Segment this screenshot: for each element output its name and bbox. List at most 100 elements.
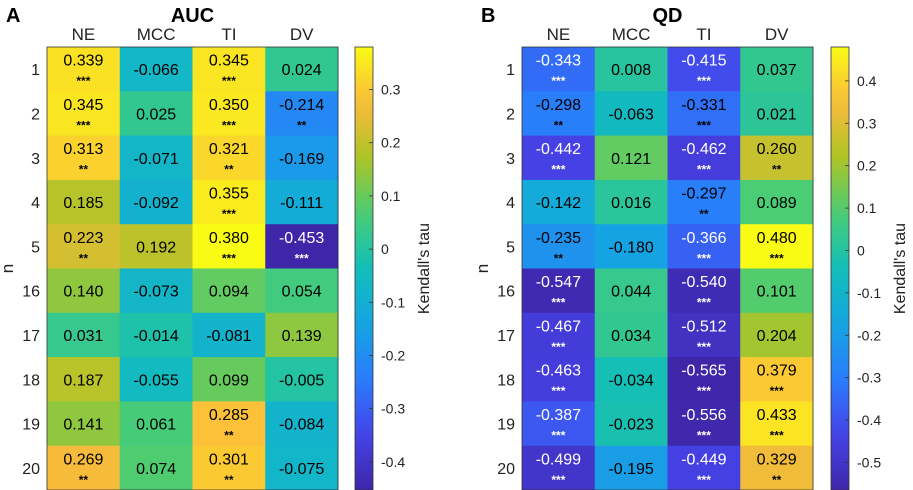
significance-label: *** — [697, 340, 711, 354]
cell-value-label: -0.366 — [681, 230, 726, 247]
heatmap-cell — [522, 445, 596, 490]
colorbar-tick-label: -0.2 — [381, 347, 405, 363]
heatmap-cell — [740, 47, 814, 92]
cell-value-label: -0.081 — [206, 328, 251, 345]
heatmap-cell — [740, 135, 814, 181]
cell-value-label: -0.034 — [608, 372, 653, 389]
row-label: 2 — [506, 106, 515, 123]
cell-value-label: 0.339 — [63, 53, 103, 70]
heatmap-cell — [667, 357, 741, 402]
cell-value-label: -0.499 — [536, 451, 581, 468]
significance-label: *** — [551, 340, 565, 354]
colorbar-tick-label: 0.2 — [381, 135, 401, 151]
colorbar-tick-label: 0.4 — [857, 73, 877, 89]
cell-value-label: -0.467 — [536, 318, 581, 335]
cell-value-label: 0.223 — [63, 230, 103, 247]
y-axis-label: n — [473, 264, 492, 273]
cell-value-label: 0.260 — [757, 141, 797, 158]
heatmap-cell — [594, 312, 668, 358]
column-label: TI — [696, 25, 711, 44]
colorbar-tick-label: 0.3 — [381, 82, 401, 98]
column-label: NE — [72, 25, 96, 44]
cell-value-label: -0.169 — [279, 151, 324, 168]
heatmap-cell — [192, 91, 266, 137]
heatmap-cell — [265, 91, 339, 137]
cell-value-label: 0.094 — [209, 284, 249, 301]
cell-value-label: 0.044 — [611, 284, 651, 301]
heatmap-cell — [522, 179, 596, 225]
cell-value-label: 0.141 — [63, 417, 103, 434]
colorbar — [830, 46, 850, 490]
cell-value-label: -0.073 — [133, 284, 178, 301]
panel-label: A — [6, 5, 20, 27]
significance-label: *** — [222, 74, 236, 88]
significance-label: ** — [79, 163, 89, 177]
cell-value-label: 0.433 — [757, 407, 797, 424]
heatmap-cell — [265, 312, 339, 358]
significance-label: *** — [222, 251, 236, 265]
row-label: 20 — [497, 461, 515, 478]
significance-label: *** — [697, 251, 711, 265]
significance-label: *** — [76, 118, 90, 132]
heatmap-cell — [119, 179, 193, 225]
heatmap-cell — [265, 47, 339, 92]
cell-value-label: -0.055 — [133, 372, 178, 389]
heatmap-cell — [192, 47, 266, 92]
heatmap-cell — [740, 312, 814, 358]
significance-label: *** — [551, 384, 565, 398]
cell-value-label: -0.214 — [279, 97, 324, 114]
heatmap-cell — [740, 357, 814, 402]
heatmap-cell — [47, 47, 121, 92]
cell-value-label: 0.037 — [757, 62, 797, 79]
cell-value-label: -0.297 — [681, 186, 726, 203]
column-label: NE — [547, 25, 571, 44]
cell-value-label: -0.071 — [133, 151, 178, 168]
row-label: 18 — [22, 372, 40, 389]
significance-label: *** — [697, 296, 711, 310]
heatmap-cell — [47, 357, 121, 402]
cell-value-label: 0.021 — [757, 106, 797, 123]
cell-value-label: 0.480 — [757, 230, 797, 247]
cell-value-label: -0.512 — [681, 318, 726, 335]
heatmap-frame — [46, 46, 339, 490]
heatmap-cell — [265, 401, 339, 447]
panel-a: AAUCNEMCCTIDVn10.339***-0.0660.345***0.0… — [0, 5, 433, 490]
colorbar — [354, 46, 374, 490]
colorbar-tick-label: 0.3 — [857, 115, 877, 131]
heatmap-cell — [667, 445, 741, 490]
heatmap-cell — [522, 91, 596, 137]
cell-value-label: -0.075 — [279, 461, 324, 478]
heatmap-cell — [192, 312, 266, 358]
heatmap-cell — [740, 91, 814, 137]
significance-label: *** — [76, 74, 90, 88]
cell-value-label: 0.345 — [63, 97, 103, 114]
row-label: 20 — [22, 461, 40, 478]
cell-value-label: 0.355 — [209, 186, 249, 203]
cell-value-label: -0.331 — [681, 97, 726, 114]
heatmap-cell — [47, 224, 121, 269]
heatmap-cell — [119, 224, 193, 269]
y-axis-label: n — [0, 264, 17, 273]
row-label: 2 — [31, 106, 40, 123]
heatmap-cell — [740, 179, 814, 225]
heatmap-cell — [667, 268, 741, 314]
row-label: 18 — [497, 372, 515, 389]
heatmap-cell — [265, 445, 339, 490]
row-label: 17 — [497, 328, 515, 345]
heatmap-cell — [119, 268, 193, 314]
heatmap-cell — [192, 445, 266, 490]
cell-value-label: -0.092 — [133, 195, 178, 212]
cell-value-label: 0.192 — [136, 239, 176, 256]
cell-value-label: 0.054 — [282, 284, 322, 301]
heatmap-cell — [192, 179, 266, 225]
cell-value-label: -0.387 — [536, 407, 581, 424]
heatmap-cell — [265, 179, 339, 225]
heatmap-cell — [667, 91, 741, 137]
cell-value-label: -0.565 — [681, 363, 726, 380]
cell-value-label: 0.285 — [209, 407, 249, 424]
cell-value-label: 0.269 — [63, 451, 103, 468]
row-label: 3 — [31, 151, 40, 168]
cell-value-label: 0.350 — [209, 97, 249, 114]
heatmap-cell — [522, 47, 596, 92]
heatmap-cell — [47, 445, 121, 490]
